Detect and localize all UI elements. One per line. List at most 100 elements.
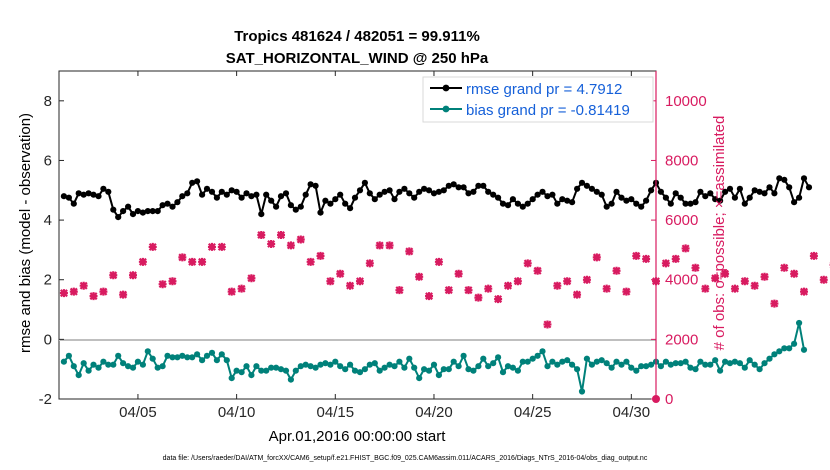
rmse-point bbox=[268, 197, 275, 204]
obs-count-marker bbox=[681, 244, 690, 253]
obs-count-marker bbox=[79, 281, 88, 290]
rmse-point bbox=[356, 187, 364, 194]
rmse-point bbox=[416, 188, 423, 195]
series-layer bbox=[59, 175, 830, 403]
bias-point bbox=[199, 357, 206, 364]
obs-count-marker bbox=[109, 271, 118, 280]
obs-count-marker bbox=[671, 254, 680, 263]
rmse-point bbox=[120, 208, 127, 215]
x-tick-label: 04/15 bbox=[317, 404, 355, 421]
bias-point bbox=[223, 357, 230, 364]
rmse-point bbox=[445, 182, 452, 189]
rmse-point bbox=[618, 194, 625, 201]
obs-count-marker bbox=[405, 247, 414, 256]
bias-point bbox=[70, 363, 77, 370]
obs-count-marker bbox=[119, 290, 128, 299]
obs-count-marker bbox=[207, 242, 216, 251]
bias-point bbox=[100, 358, 107, 365]
y2-tick-label: 10000 bbox=[665, 93, 707, 110]
rmse-point bbox=[440, 187, 447, 194]
chart-subtitle: SAT_HORIZONTAL_WIND @ 250 hPa bbox=[226, 50, 489, 67]
bias-point bbox=[445, 366, 452, 373]
obs-count-marker bbox=[513, 277, 522, 286]
rmse-point bbox=[411, 194, 418, 201]
bias-point bbox=[628, 364, 635, 371]
bias-point bbox=[608, 364, 615, 371]
rmse-point bbox=[603, 203, 610, 210]
rmse-point bbox=[297, 203, 304, 210]
rmse-point bbox=[578, 179, 586, 186]
bias-point bbox=[411, 364, 418, 371]
rmse-point bbox=[800, 175, 808, 182]
bias-point bbox=[440, 366, 447, 373]
obs-count-marker bbox=[158, 280, 167, 289]
bias-point bbox=[159, 363, 166, 370]
obs-count-marker bbox=[780, 263, 789, 272]
rmse-point bbox=[208, 188, 216, 195]
bias-point bbox=[722, 358, 729, 365]
bias-point bbox=[248, 372, 255, 379]
bias-point bbox=[287, 376, 294, 383]
rmse-point bbox=[65, 194, 72, 201]
rmse-point bbox=[549, 191, 556, 198]
rmse-point bbox=[351, 194, 359, 201]
y2-tick-label: 6000 bbox=[665, 212, 698, 229]
bias-point bbox=[623, 358, 630, 365]
rmse-point bbox=[110, 206, 117, 213]
rmse-point bbox=[638, 203, 645, 210]
rmse-point bbox=[687, 200, 694, 207]
bias-point bbox=[85, 367, 92, 374]
obs-count-marker bbox=[385, 241, 394, 250]
rmse-point bbox=[697, 188, 704, 195]
rmse-point bbox=[717, 197, 724, 204]
bias-point bbox=[273, 364, 280, 371]
rmse-point bbox=[396, 188, 403, 195]
bias-point bbox=[228, 375, 235, 382]
obs-count-marker bbox=[454, 269, 463, 278]
rmse-point bbox=[347, 205, 354, 212]
bias-point bbox=[648, 361, 655, 368]
rmse-point bbox=[539, 188, 546, 195]
rmse-point bbox=[154, 208, 161, 215]
y-tick-label: -2 bbox=[39, 391, 52, 408]
obs-count-marker bbox=[790, 269, 799, 278]
bias-point bbox=[583, 355, 591, 362]
rmse-point bbox=[169, 203, 176, 210]
obs-count-marker bbox=[563, 277, 572, 286]
bias-point bbox=[184, 354, 191, 361]
bias-point bbox=[603, 360, 610, 367]
rmse-point bbox=[421, 185, 428, 192]
obs-count-marker bbox=[434, 257, 443, 266]
rmse-point bbox=[233, 188, 240, 195]
bias-point bbox=[657, 363, 665, 370]
bias-point bbox=[697, 358, 704, 365]
bias-point bbox=[781, 345, 788, 352]
obs-count-marker bbox=[612, 266, 621, 275]
obs-count-marker bbox=[415, 272, 424, 281]
bias-point bbox=[756, 366, 763, 373]
rmse-point bbox=[791, 199, 798, 206]
obs-count-marker bbox=[129, 271, 138, 280]
obs-count-marker bbox=[582, 275, 591, 284]
y2-tick-label: 2000 bbox=[665, 331, 698, 348]
rmse-point bbox=[164, 200, 171, 207]
y-tick-label: 0 bbox=[44, 331, 52, 348]
rmse-point bbox=[322, 197, 329, 204]
bias-point bbox=[139, 361, 146, 368]
rmse-point bbox=[238, 194, 245, 201]
rmse-point bbox=[786, 184, 793, 191]
obs-count-marker bbox=[523, 259, 532, 268]
rmse-point bbox=[702, 193, 709, 200]
bias-point bbox=[327, 361, 334, 368]
rmse-point bbox=[125, 203, 132, 210]
rmse-point bbox=[228, 187, 235, 194]
rmse-point bbox=[337, 191, 344, 198]
bias-point bbox=[741, 364, 748, 371]
bias-point bbox=[534, 352, 541, 359]
bias-point bbox=[134, 358, 141, 365]
obs-count-marker bbox=[553, 281, 562, 290]
bias-point bbox=[761, 360, 768, 367]
y-tick-label: 2 bbox=[44, 272, 52, 289]
bias-point bbox=[179, 352, 186, 359]
